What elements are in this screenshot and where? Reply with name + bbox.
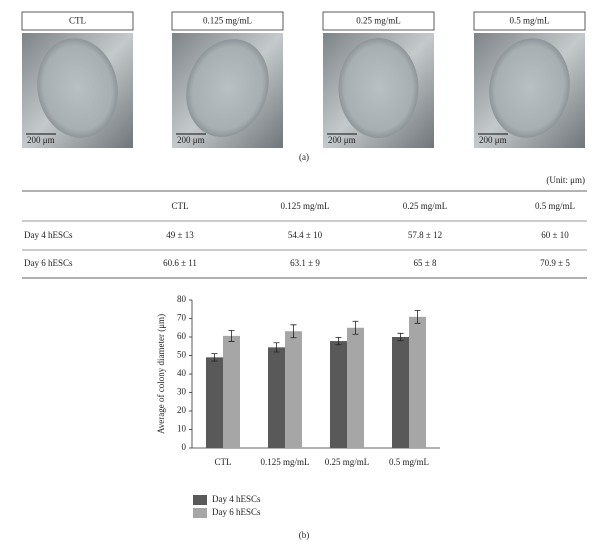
bar	[206, 357, 223, 448]
bar	[330, 341, 347, 448]
y-tick-label: 20	[177, 405, 187, 415]
legend-label: Day 4 hESCs	[212, 494, 261, 504]
table: (Unit: μm) CTL 0.125 mg/mL 0.25 mg/mL 0.5 m…	[22, 175, 587, 279]
colony	[37, 38, 118, 138]
error-bar	[290, 324, 297, 339]
error-bar	[273, 342, 280, 353]
image-label: 0.5 mg/mL	[510, 16, 550, 26]
scale-label: 200 μm	[27, 135, 55, 145]
label-box	[473, 11, 586, 31]
scale-label: 200 μm	[177, 135, 205, 145]
bar	[268, 347, 285, 448]
cell: 57.8 ± 12	[408, 230, 442, 240]
cell: 60.6 ± 11	[163, 258, 197, 268]
caption: (b)	[299, 530, 310, 540]
cell: 60 ± 10	[541, 230, 569, 240]
y-tick-label: 10	[177, 424, 187, 434]
scale-label: 200 μm	[479, 135, 507, 145]
legend-label: Day 6 hESCs	[212, 507, 261, 517]
bar	[347, 327, 364, 448]
error-bar	[335, 336, 342, 346]
label-box	[21, 11, 134, 31]
image-label: CTL	[69, 16, 86, 26]
colony	[186, 39, 269, 137]
label-box	[171, 11, 284, 31]
bar	[285, 331, 302, 448]
y-tick-label: 80	[177, 294, 187, 304]
image-label: 0.25 mg/mL	[356, 16, 401, 26]
cell: 49 ± 13	[166, 230, 194, 240]
x-tick-label: CTL	[215, 457, 232, 467]
cell: 54.4 ± 10	[288, 230, 323, 240]
label-box	[322, 11, 435, 31]
column-header: CTL	[172, 201, 189, 211]
error-bar	[397, 332, 404, 342]
colony	[489, 38, 570, 138]
column-header: 0.25 mg/mL	[403, 201, 448, 211]
y-tick-label: 40	[177, 368, 187, 378]
scale-label: 200 μm	[328, 135, 356, 145]
y-tick-label: 50	[177, 350, 187, 360]
column-header: 0.125 mg/mL	[281, 201, 330, 211]
legend-swatch	[193, 495, 207, 505]
caption: (a)	[299, 152, 309, 162]
x-tick-label: 0.25 mg/mL	[325, 457, 370, 467]
panel-a: CTL 200 μm 0.125 mg/mL 200 μm 0.25 mg/mL 200 …	[21, 11, 586, 148]
unit: (Unit: μm)	[546, 175, 585, 185]
error-bar	[211, 353, 218, 362]
x-tick-label: 0.5 mg/mL	[389, 457, 429, 467]
chart: 0 10 20 30 40 50 60 70 80 Average of colony diame…	[156, 294, 440, 518]
image-label: 0.125 mg/mL	[203, 16, 252, 26]
bar	[223, 335, 240, 448]
y-tick-label: 70	[177, 313, 187, 323]
colony	[338, 38, 419, 138]
row-label: Day 4 hESCs	[24, 230, 73, 240]
error-bar	[414, 309, 421, 324]
error-bar	[228, 329, 235, 342]
cell: 70.9 ± 5	[540, 258, 570, 268]
column-header: 0.5 mg/mL	[535, 201, 575, 211]
error-bar	[352, 320, 359, 335]
y-tick-label: 30	[177, 387, 187, 397]
bar	[392, 337, 409, 448]
y-axis-label: Average of colony diameter (μm)	[156, 314, 166, 434]
y-tick-label: 60	[177, 331, 187, 341]
legend-swatch	[193, 508, 207, 518]
cell: 63.1 ± 9	[290, 258, 320, 268]
bar	[409, 316, 426, 448]
y-tick-label: 0	[182, 442, 187, 452]
cell: 65 ± 8	[414, 258, 437, 268]
x-tick-label: 0.125 mg/mL	[261, 457, 310, 467]
row-label: Day 6 hESCs	[24, 258, 73, 268]
